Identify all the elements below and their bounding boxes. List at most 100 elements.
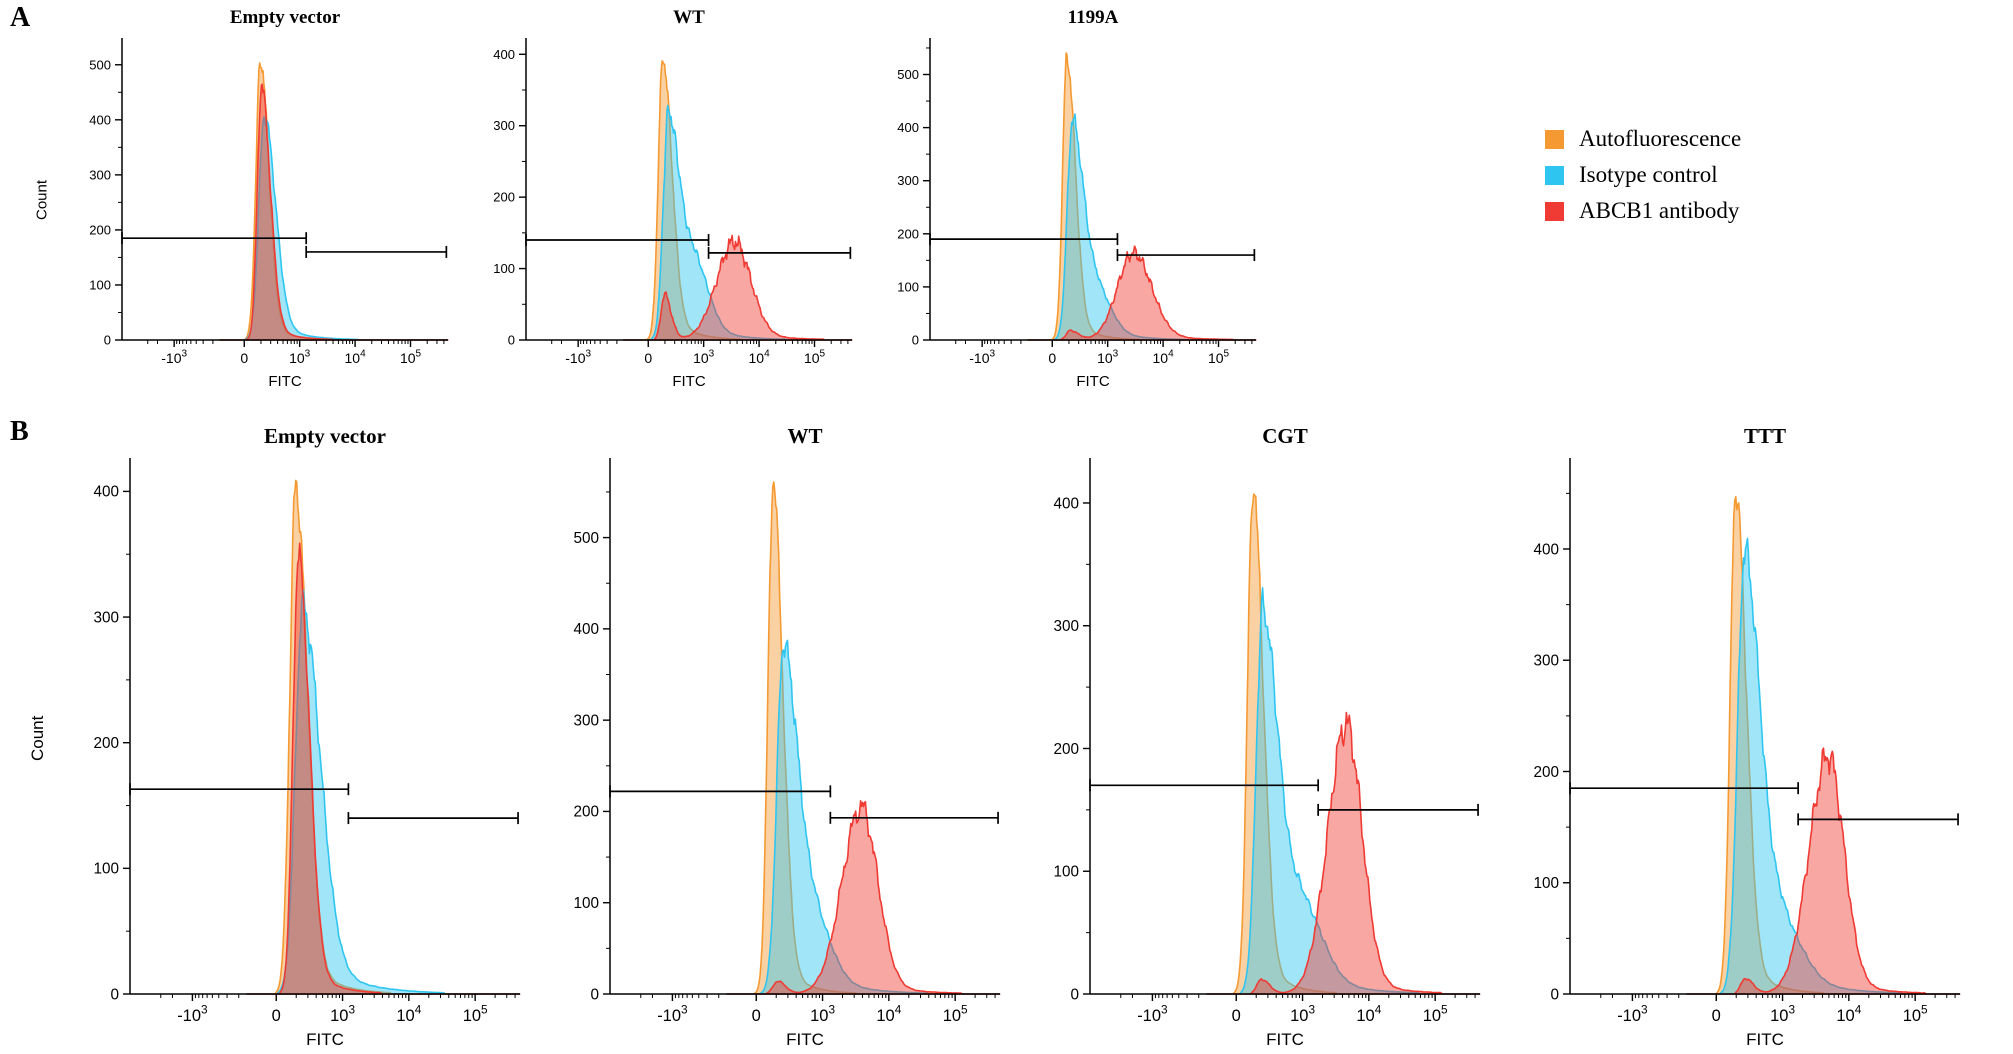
svg-text:200: 200 <box>493 190 515 205</box>
svg-text:400: 400 <box>1053 495 1079 512</box>
svg-text:0: 0 <box>644 350 652 366</box>
svg-text:103: 103 <box>1770 1002 1795 1025</box>
autofluorescence-swatch-icon <box>1545 129 1564 149</box>
svg-text:-103: -103 <box>1617 1002 1648 1025</box>
histogram-plot: 0 100 200 300 400 -103 0 103 104 105 <box>93 458 521 1025</box>
svg-text:300: 300 <box>1053 618 1079 635</box>
x-axis-label: FITC <box>1266 1030 1304 1049</box>
svg-text:200: 200 <box>93 735 119 752</box>
svg-text:105: 105 <box>400 349 422 367</box>
legend-label: Autofluorescence <box>1579 126 1742 151</box>
svg-text:0: 0 <box>1048 350 1056 366</box>
svg-text:0: 0 <box>1070 986 1079 1003</box>
svg-text:300: 300 <box>493 118 515 133</box>
legend-item-abcb1-antibody: ABCB1 antibody <box>1545 198 1741 224</box>
svg-text:100: 100 <box>1533 875 1559 892</box>
isotype-control-swatch-icon <box>1545 165 1564 185</box>
x-axis-label: FITC <box>1746 1030 1784 1049</box>
histogram-wt-a: WT 0 100 200 300 400 -103 0 103 104 105 FITC <box>472 6 862 394</box>
histogram-ttt: TTT 0 100 200 300 400 -103 0 103 104 105 FITC <box>1510 424 1970 1052</box>
svg-text:500: 500 <box>89 57 111 72</box>
svg-text:400: 400 <box>897 120 919 135</box>
chart-title: CGT <box>1262 424 1308 448</box>
svg-text:0: 0 <box>272 1007 281 1025</box>
svg-text:300: 300 <box>1533 653 1559 670</box>
svg-text:103: 103 <box>1290 1002 1315 1025</box>
svg-text:0: 0 <box>508 333 515 348</box>
legend: Autofluorescence Isotype control ABCB1 a… <box>1545 126 1741 224</box>
svg-text:0: 0 <box>1712 1007 1721 1025</box>
chart-title: WT <box>673 7 705 28</box>
svg-text:200: 200 <box>89 222 111 237</box>
histogram-plot: 0 100 200 300 400 -103 0 103 104 105 <box>1053 458 1481 1025</box>
svg-text:200: 200 <box>573 804 599 821</box>
svg-text:300: 300 <box>897 173 919 188</box>
chart-title: 1199A <box>1067 7 1119 28</box>
svg-text:0: 0 <box>590 986 599 1003</box>
svg-text:200: 200 <box>1053 741 1079 758</box>
svg-text:-103: -103 <box>969 349 995 367</box>
svg-text:400: 400 <box>493 47 515 62</box>
svg-text:-103: -103 <box>1137 1002 1168 1025</box>
svg-text:100: 100 <box>1053 864 1079 881</box>
chart-title: Empty vector <box>264 424 386 448</box>
svg-text:500: 500 <box>897 67 919 82</box>
svg-text:105: 105 <box>1208 349 1230 367</box>
svg-text:400: 400 <box>1533 541 1559 558</box>
svg-text:-103: -103 <box>161 349 187 367</box>
svg-text:400: 400 <box>89 112 111 127</box>
svg-text:400: 400 <box>93 484 119 501</box>
chart-title: TTT <box>1743 424 1787 448</box>
histogram-plot: 0 100 200 300 400 500 -103 0 103 104 105 <box>573 458 1001 1025</box>
svg-text:104: 104 <box>345 349 367 367</box>
svg-text:100: 100 <box>493 261 515 276</box>
svg-text:0: 0 <box>1232 1007 1241 1025</box>
svg-text:0: 0 <box>110 986 119 1003</box>
y-axis-label: Count <box>33 179 51 221</box>
histogram-plot: 0 100 200 300 400 -103 0 103 104 105 <box>493 38 853 367</box>
svg-text:0: 0 <box>752 1007 761 1025</box>
svg-text:300: 300 <box>89 167 111 182</box>
histogram-plot: 0 100 200 300 400 500 -103 0 103 104 105 <box>89 38 449 367</box>
x-axis-label: FITC <box>672 373 706 390</box>
svg-text:-103: -103 <box>177 1002 208 1025</box>
svg-text:200: 200 <box>897 226 919 241</box>
legend-item-isotype-control: Isotype control <box>1545 162 1741 188</box>
x-axis-label: FITC <box>1076 373 1110 390</box>
legend-item-autofluorescence: Autofluorescence <box>1545 126 1741 152</box>
abcb1-antibody-swatch-icon <box>1545 201 1564 221</box>
legend-label: ABCB1 antibody <box>1579 198 1740 223</box>
legend-label: Isotype control <box>1579 162 1718 187</box>
histogram-cgt: CGT 0 100 200 300 400 -103 0 103 104 105 FITC <box>1030 424 1490 1052</box>
chart-title: WT <box>787 424 823 448</box>
svg-text:103: 103 <box>1097 349 1119 367</box>
svg-text:100: 100 <box>93 861 119 878</box>
svg-text:105: 105 <box>1903 1002 1928 1025</box>
histogram-wt-b: WT 0 100 200 300 400 500 -103 0 103 104 105 FITC <box>550 424 1010 1052</box>
y-axis-label: Count <box>28 715 47 761</box>
histogram-empty-vector-b: Empty vector 0 100 200 300 400 -103 0 103 104 105… <box>70 424 530 1052</box>
svg-text:500: 500 <box>573 530 599 547</box>
svg-text:0: 0 <box>1550 986 1559 1003</box>
histogram-plot: 0 100 200 300 400 -103 0 103 104 105 <box>1533 458 1961 1025</box>
svg-text:105: 105 <box>463 1002 488 1025</box>
chart-title: Empty vector <box>229 7 341 28</box>
svg-text:104: 104 <box>1153 349 1175 367</box>
svg-text:300: 300 <box>93 609 119 626</box>
svg-text:200: 200 <box>1533 764 1559 781</box>
x-axis-label: FITC <box>268 373 302 390</box>
svg-text:0: 0 <box>912 333 919 348</box>
svg-text:105: 105 <box>804 349 826 367</box>
svg-text:100: 100 <box>897 279 919 294</box>
svg-text:-103: -103 <box>657 1002 688 1025</box>
svg-text:104: 104 <box>749 349 771 367</box>
panel-label-a: A <box>10 2 31 33</box>
panel-a-row: Count Empty vector 0 100 200 300 400 500 -103 0… <box>30 6 1266 394</box>
histogram-plot: 0 100 200 300 400 500 -103 0 103 104 105 <box>897 38 1257 367</box>
svg-text:104: 104 <box>1356 1002 1381 1025</box>
svg-text:104: 104 <box>396 1002 421 1025</box>
svg-text:103: 103 <box>693 349 715 367</box>
histogram-1199a: 1199A 0 100 200 300 400 500 -103 0 103 104 105 FIT… <box>876 6 1266 394</box>
svg-text:103: 103 <box>810 1002 835 1025</box>
